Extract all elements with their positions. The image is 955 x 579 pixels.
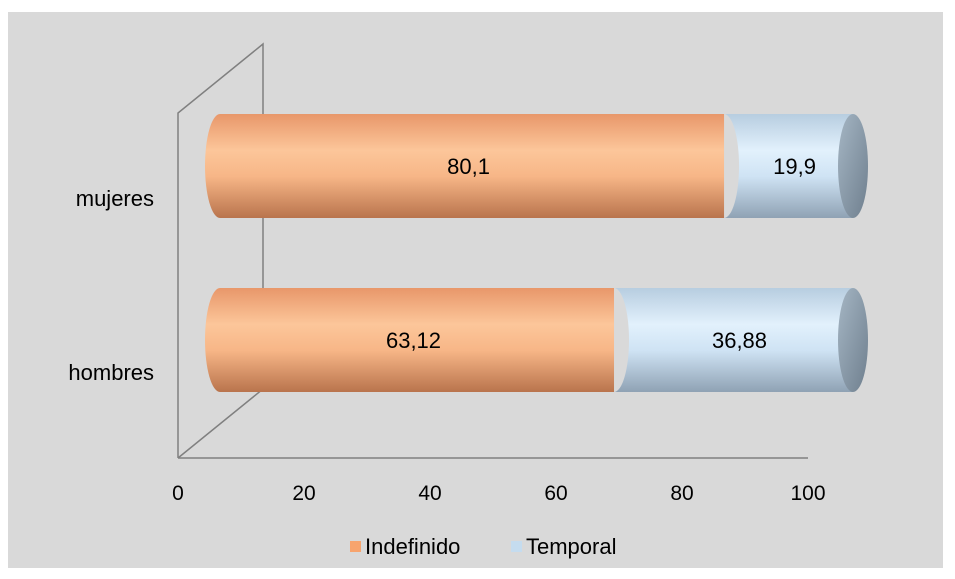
data-label-indefinido-mujeres: 80,1	[447, 154, 490, 179]
x-tick-60: 60	[544, 482, 567, 505]
legend: Indefinido Temporal	[350, 534, 616, 559]
category-labels: hombres mujeres	[68, 186, 154, 385]
legend-label-temporal: Temporal	[526, 534, 616, 559]
bar-temporal-hombres	[614, 288, 853, 392]
x-tick-40: 40	[418, 482, 441, 505]
legend-swatch-temporal	[511, 541, 522, 552]
data-label-temporal-hombres: 36,88	[712, 328, 767, 353]
bar-temporal-mujeres	[724, 114, 853, 218]
legend-label-indefinido: Indefinido	[365, 534, 460, 559]
category-label-hombres: hombres	[68, 360, 154, 385]
bar-cap-mujeres	[838, 114, 868, 218]
x-tick-80: 80	[670, 482, 693, 505]
category-label-mujeres: mujeres	[76, 186, 154, 211]
bar-indefinido-hombres	[205, 288, 615, 392]
legend-swatch-indefinido	[350, 541, 361, 552]
x-tick-0: 0	[172, 482, 184, 505]
bar-indefinido-mujeres	[205, 114, 725, 218]
chart-frame	[177, 42, 808, 459]
x-axis-ticks: 0 20 40 60 80 100	[172, 482, 825, 505]
data-label-indefinido-hombres: 63,12	[386, 328, 441, 353]
bar-cap-hombres	[838, 288, 868, 392]
x-tick-20: 20	[292, 482, 315, 505]
x-tick-100: 100	[790, 482, 825, 505]
data-label-temporal-mujeres: 19,9	[773, 154, 816, 179]
bars-group: 63,12 36,88 80,1 19,9	[205, 114, 868, 392]
side-wall	[177, 42, 264, 459]
